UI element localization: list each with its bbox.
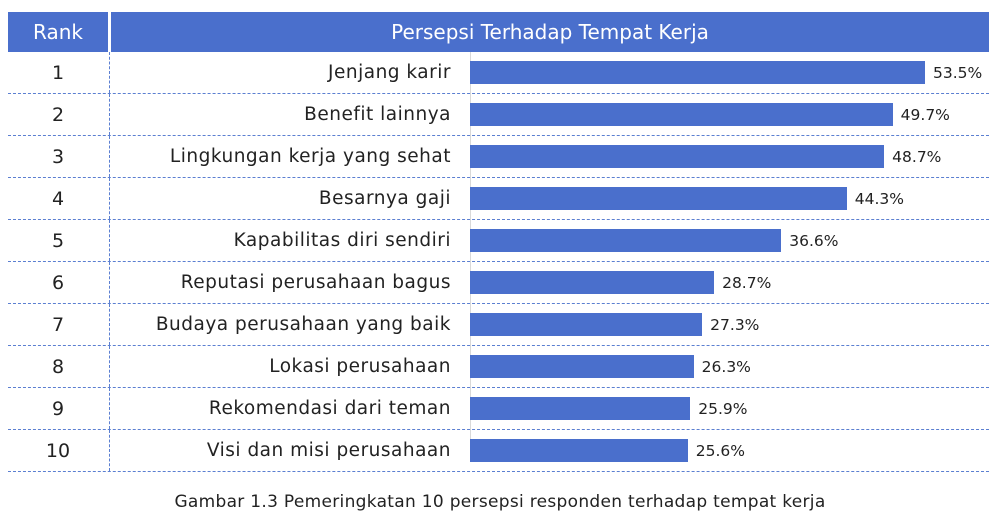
rank-number: 4 [51, 187, 65, 210]
rank-number: 5 [51, 229, 65, 252]
category-label: Jenjang karir [328, 62, 451, 83]
rank-number: 6 [51, 271, 65, 294]
ranking-table: 1 Jenjang karir 53.5% 2 Benefit lainnya 49.7%… [8, 52, 989, 472]
value-label: 25.9% [698, 399, 748, 418]
figure-caption: Gambar 1.3 Pemeringkatan 10 persepsi res… [174, 492, 826, 512]
bar [470, 397, 691, 420]
column-divider [109, 346, 110, 387]
bar [470, 313, 703, 336]
category-label: Besarnya gaji [318, 188, 451, 209]
column-divider [109, 94, 110, 135]
table-row: 8 Lokasi perusahaan 26.3% [8, 346, 989, 388]
value-label: 28.7% [722, 273, 772, 292]
rank-number: 2 [51, 103, 65, 126]
category-label: Kapabilitas diri sendiri [233, 230, 451, 251]
rank-column-header: Rank [8, 12, 108, 52]
category-label: Lingkungan kerja yang sehat [169, 146, 451, 167]
category-label: Rekomendasi dari teman [208, 398, 451, 419]
rank-number: 8 [51, 355, 65, 378]
rank-number: 10 [45, 439, 71, 462]
rank-number: 1 [51, 61, 65, 84]
column-divider [109, 262, 110, 303]
value-label: 48.7% [892, 147, 942, 166]
value-label: 27.3% [710, 315, 760, 334]
bar [470, 439, 688, 462]
category-label: Budaya perusahaan yang baik [155, 314, 451, 335]
rank-number: 9 [51, 397, 65, 420]
value-label: 53.5% [933, 63, 983, 82]
chart-title-header: Persepsi Terhadap Tempat Kerja [111, 12, 989, 52]
bar [470, 187, 847, 210]
bar [470, 145, 885, 168]
column-divider [109, 304, 110, 345]
column-divider [109, 220, 110, 261]
bar [470, 271, 715, 294]
table-row: 3 Lingkungan kerja yang sehat 48.7% [8, 136, 989, 178]
column-divider [109, 388, 110, 429]
value-label: 26.3% [701, 357, 751, 376]
table-row: 4 Besarnya gaji 44.3% [8, 178, 989, 220]
table-row: 10 Visi dan misi perusahaan 25.6% [8, 430, 989, 472]
bar [470, 103, 893, 126]
table-row: 2 Benefit lainnya 49.7% [8, 94, 989, 136]
table-row: 6 Reputasi perusahaan bagus 28.7% [8, 262, 989, 304]
category-label: Visi dan misi perusahaan [206, 440, 451, 461]
table-row: 9 Rekomendasi dari teman 25.9% [8, 388, 989, 430]
value-label: 44.3% [854, 189, 904, 208]
value-label: 49.7% [900, 105, 950, 124]
category-label: Lokasi perusahaan [269, 356, 451, 377]
column-divider [109, 178, 110, 219]
category-label: Reputasi perusahaan bagus [180, 272, 451, 293]
table-row: 5 Kapabilitas diri sendiri 36.6% [8, 220, 989, 262]
rank-number: 3 [51, 145, 65, 168]
rank-number: 7 [51, 313, 65, 336]
column-divider [109, 430, 110, 471]
category-label: Benefit lainnya [304, 104, 451, 125]
value-axis-line [470, 52, 471, 462]
table-row: 7 Budaya perusahaan yang baik 27.3% [8, 304, 989, 346]
bar [470, 229, 782, 252]
bar [470, 61, 925, 84]
value-label: 36.6% [789, 231, 839, 250]
table-row: 1 Jenjang karir 53.5% [8, 52, 989, 94]
column-divider [109, 52, 110, 93]
value-label: 25.6% [695, 441, 745, 460]
column-divider [109, 136, 110, 177]
bar [470, 355, 694, 378]
